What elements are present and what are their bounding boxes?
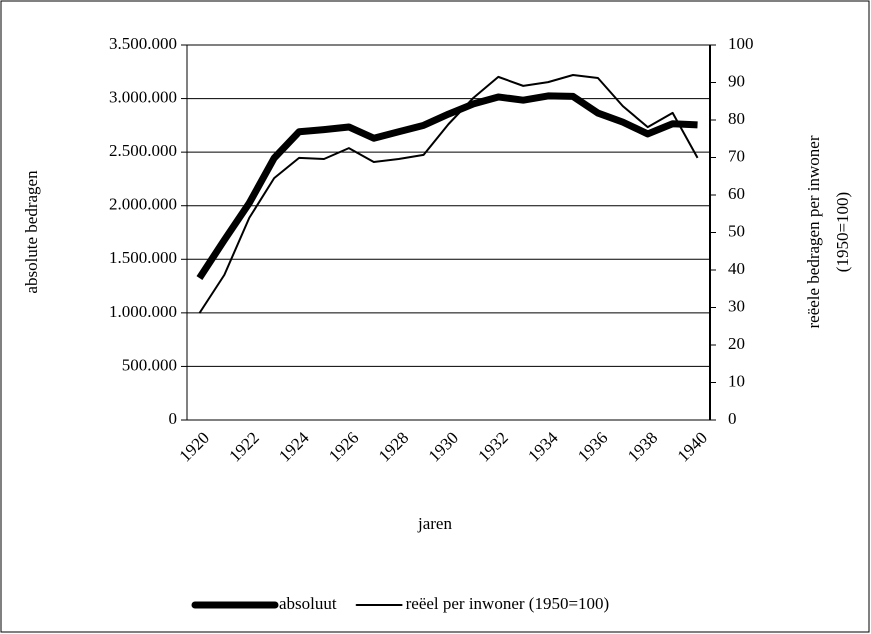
- y-tick-label: 1.000.000: [109, 302, 177, 321]
- y-axis-label: absolute bedragen: [22, 170, 41, 294]
- y2-tick-label: 10: [728, 371, 745, 390]
- series-line: [196, 92, 698, 280]
- y2-tick-label: 100: [728, 34, 754, 53]
- y-tick-label: 2.000.000: [109, 195, 177, 214]
- y2-axis-label: reëele bedragen per inwoner: [804, 135, 823, 328]
- y2-axis-label: (1950=100): [833, 192, 852, 272]
- y2-tick-label: 60: [728, 184, 745, 203]
- y2-tick-label: 30: [728, 296, 745, 315]
- y2-tick-label: 50: [728, 221, 745, 240]
- y2-tick-label: 40: [728, 259, 745, 278]
- y2-tick-label: 70: [728, 146, 745, 165]
- x-axis-label: jaren: [417, 514, 452, 533]
- y-tick-label: 3.500.000: [109, 34, 177, 53]
- y-tick-label: 0: [169, 409, 178, 428]
- legend-label: absoluut: [279, 594, 337, 613]
- y-tick-label: 1.500.000: [109, 248, 177, 267]
- y2-tick-label: 90: [728, 71, 745, 90]
- y2-tick-label: 20: [728, 334, 745, 353]
- y2-tick-label: 80: [728, 109, 745, 128]
- y-tick-label: 500.000: [122, 355, 177, 374]
- series-line: [198, 74, 699, 314]
- y2-tick-label: 0: [728, 409, 737, 428]
- y-tick-label: 2.500.000: [109, 141, 177, 160]
- legend-label: reëel per inwoner (1950=100): [406, 594, 610, 613]
- y-tick-label: 3.000.000: [109, 87, 177, 106]
